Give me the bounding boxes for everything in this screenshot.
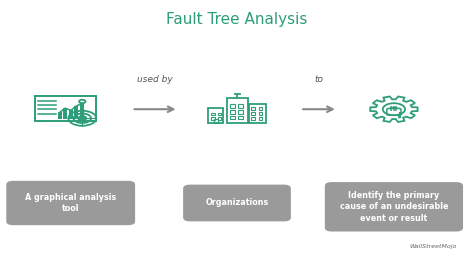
Text: to: to: [314, 75, 323, 84]
Bar: [218, 113, 221, 115]
Bar: [238, 116, 243, 119]
Bar: [230, 110, 235, 113]
Bar: [230, 116, 235, 119]
Circle shape: [80, 117, 84, 119]
Bar: [211, 117, 215, 120]
Bar: [258, 107, 262, 110]
Bar: [251, 117, 255, 120]
Bar: [80, 103, 84, 119]
Bar: [214, 119, 218, 123]
Text: used by: used by: [137, 75, 173, 84]
Text: A graphical analysis
tool: A graphical analysis tool: [25, 193, 116, 213]
Bar: [63, 108, 67, 119]
FancyBboxPatch shape: [183, 185, 291, 221]
FancyBboxPatch shape: [6, 181, 135, 225]
Bar: [230, 104, 235, 108]
Bar: [251, 112, 255, 115]
Bar: [238, 110, 243, 113]
Bar: [69, 110, 73, 119]
Bar: [58, 112, 62, 119]
Bar: [258, 117, 262, 120]
Text: Fault Tree Analysis: Fault Tree Analysis: [166, 12, 308, 27]
FancyBboxPatch shape: [325, 182, 463, 232]
Bar: [238, 104, 243, 108]
Bar: [74, 106, 78, 119]
Bar: [218, 117, 221, 120]
Bar: [258, 112, 262, 115]
Bar: [211, 113, 215, 115]
Text: Identify the primary
cause of an undesirable
event or result: Identify the primary cause of an undesir…: [340, 191, 448, 223]
Text: Organizations: Organizations: [205, 198, 269, 207]
Text: WallStreetMojo: WallStreetMojo: [410, 244, 457, 249]
Bar: [251, 107, 255, 110]
